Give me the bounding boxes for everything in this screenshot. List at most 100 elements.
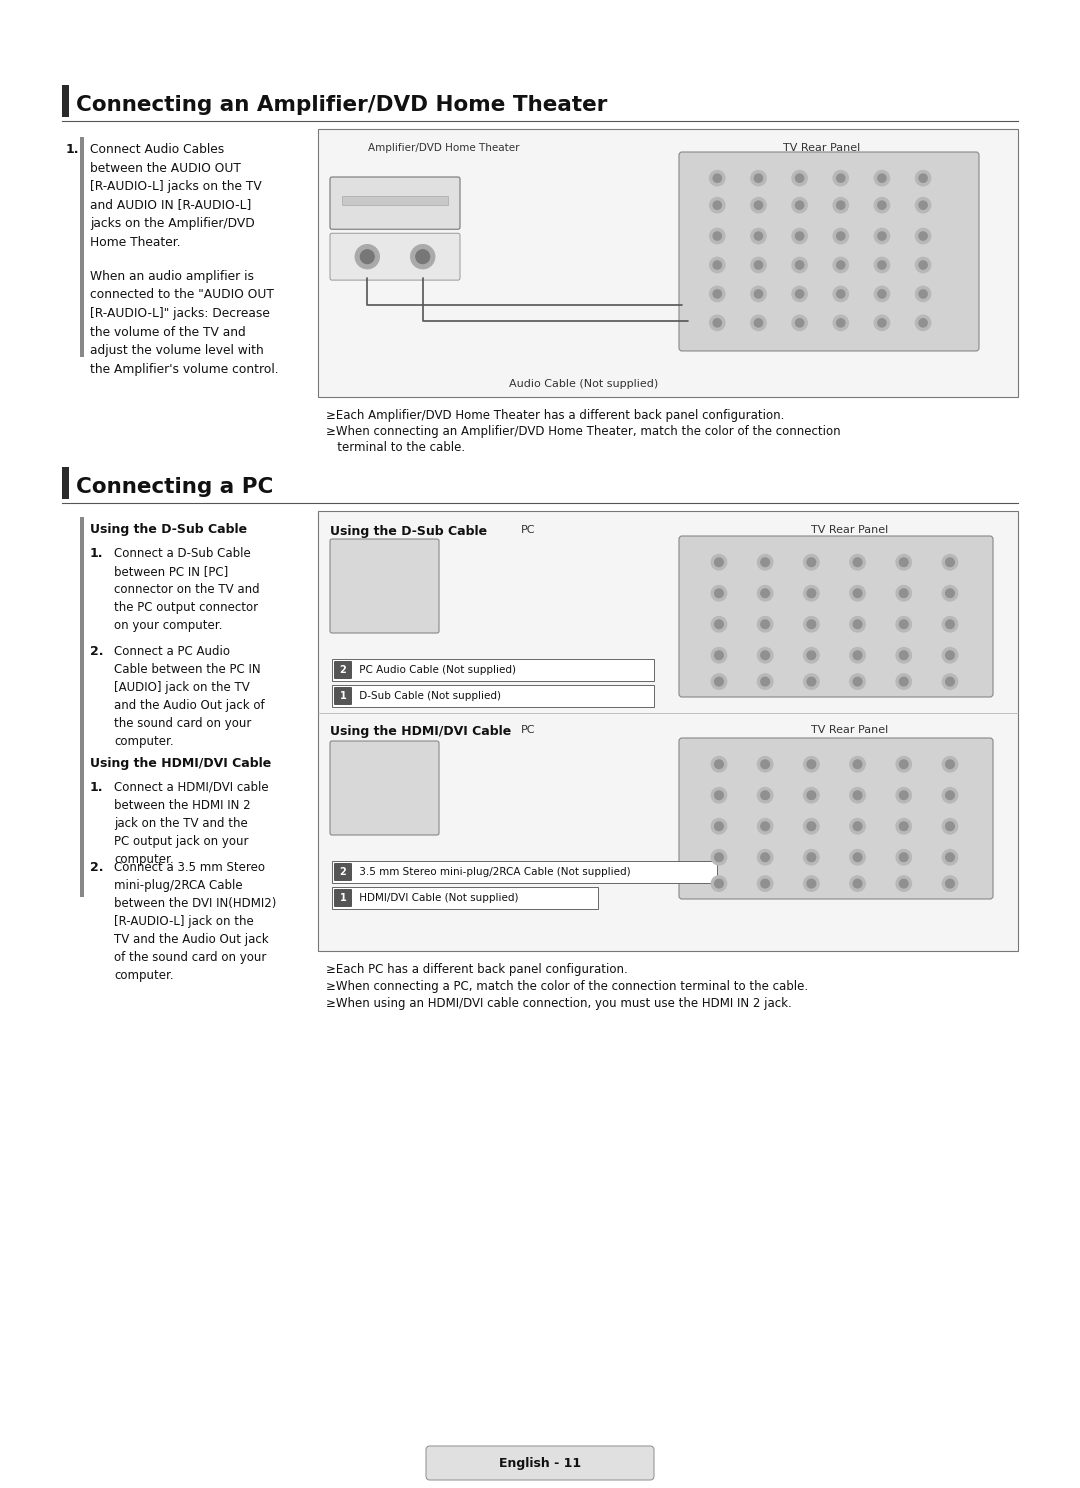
Bar <box>80 137 84 357</box>
Circle shape <box>804 647 819 664</box>
Circle shape <box>715 760 724 769</box>
Circle shape <box>760 760 769 769</box>
Text: 1.: 1. <box>90 781 104 795</box>
Circle shape <box>853 760 862 769</box>
Circle shape <box>804 818 819 833</box>
Circle shape <box>792 198 807 213</box>
Bar <box>318 510 1018 951</box>
Circle shape <box>837 260 845 269</box>
Circle shape <box>760 589 769 598</box>
Circle shape <box>900 620 908 628</box>
Circle shape <box>837 290 845 298</box>
Circle shape <box>946 589 955 598</box>
Circle shape <box>837 318 845 327</box>
Circle shape <box>713 174 721 182</box>
Circle shape <box>833 286 849 302</box>
Circle shape <box>804 787 819 804</box>
Text: When an audio amplifier is
connected to the "AUDIO OUT
[R-AUDIO-L]" jacks: Decre: When an audio amplifier is connected to … <box>90 269 279 375</box>
Circle shape <box>713 290 721 298</box>
Circle shape <box>757 616 773 632</box>
Circle shape <box>807 821 815 830</box>
Circle shape <box>712 850 727 865</box>
Circle shape <box>919 318 928 327</box>
Circle shape <box>850 647 865 664</box>
Circle shape <box>355 244 379 269</box>
Text: ≥When connecting an Amplifier/DVD Home Theater, match the color of the connectio: ≥When connecting an Amplifier/DVD Home T… <box>326 426 840 437</box>
Circle shape <box>712 586 727 601</box>
Circle shape <box>878 290 886 298</box>
Circle shape <box>850 850 865 865</box>
Text: Using the HDMI/DVI Cable: Using the HDMI/DVI Cable <box>330 725 511 738</box>
Text: Using the D-Sub Cable: Using the D-Sub Cable <box>90 522 247 536</box>
Circle shape <box>875 171 890 186</box>
Text: Connecting an Amplifier/DVD Home Theater: Connecting an Amplifier/DVD Home Theater <box>76 95 607 115</box>
Circle shape <box>757 555 773 570</box>
Circle shape <box>896 876 912 891</box>
Text: ≥When connecting a PC, match the color of the connection terminal to the cable.: ≥When connecting a PC, match the color o… <box>326 981 808 992</box>
Circle shape <box>796 174 804 182</box>
Bar <box>62 85 69 118</box>
Circle shape <box>792 257 807 272</box>
Circle shape <box>796 201 804 210</box>
Circle shape <box>796 260 804 269</box>
Circle shape <box>710 228 725 244</box>
Circle shape <box>916 198 931 213</box>
Circle shape <box>796 290 804 298</box>
Text: Connect Audio Cables
between the AUDIO OUT
[R-AUDIO-L] jacks on the TV
and AUDIO: Connect Audio Cables between the AUDIO O… <box>90 143 261 248</box>
Circle shape <box>900 558 908 567</box>
Text: ≥When using an HDMI/DVI cable connection, you must use the HDMI IN 2 jack.: ≥When using an HDMI/DVI cable connection… <box>326 997 792 1010</box>
FancyBboxPatch shape <box>330 741 438 835</box>
Circle shape <box>942 787 958 804</box>
Circle shape <box>760 853 769 862</box>
Circle shape <box>853 853 862 862</box>
Circle shape <box>916 228 931 244</box>
Text: 2: 2 <box>339 868 347 876</box>
Circle shape <box>916 257 931 272</box>
Circle shape <box>946 650 955 659</box>
Circle shape <box>712 787 727 804</box>
Circle shape <box>804 674 819 689</box>
Circle shape <box>754 290 762 298</box>
Circle shape <box>757 647 773 664</box>
Circle shape <box>760 879 769 888</box>
Bar <box>62 467 69 498</box>
Circle shape <box>807 558 815 567</box>
Circle shape <box>896 674 912 689</box>
Circle shape <box>946 620 955 628</box>
Circle shape <box>751 198 766 213</box>
Circle shape <box>853 677 862 686</box>
Circle shape <box>757 818 773 833</box>
Circle shape <box>710 286 725 302</box>
Circle shape <box>896 555 912 570</box>
Text: Connecting a PC: Connecting a PC <box>76 478 273 497</box>
Circle shape <box>712 674 727 689</box>
Circle shape <box>715 677 724 686</box>
Circle shape <box>837 201 845 210</box>
Circle shape <box>715 620 724 628</box>
Circle shape <box>760 792 769 799</box>
Circle shape <box>900 650 908 659</box>
Circle shape <box>853 650 862 659</box>
Circle shape <box>754 260 762 269</box>
Circle shape <box>896 756 912 772</box>
Text: 1.: 1. <box>66 143 80 156</box>
Circle shape <box>833 171 849 186</box>
Circle shape <box>919 260 928 269</box>
Circle shape <box>792 315 807 330</box>
Circle shape <box>900 821 908 830</box>
Circle shape <box>942 586 958 601</box>
Circle shape <box>850 616 865 632</box>
Circle shape <box>751 228 766 244</box>
Circle shape <box>804 555 819 570</box>
Text: PC: PC <box>521 525 536 536</box>
Circle shape <box>712 876 727 891</box>
Circle shape <box>919 174 928 182</box>
Circle shape <box>807 879 815 888</box>
Circle shape <box>715 650 724 659</box>
Text: D-Sub Cable (Not supplied): D-Sub Cable (Not supplied) <box>356 690 501 701</box>
Circle shape <box>896 818 912 833</box>
Circle shape <box>946 853 955 862</box>
Circle shape <box>853 620 862 628</box>
Circle shape <box>919 290 928 298</box>
Circle shape <box>757 586 773 601</box>
